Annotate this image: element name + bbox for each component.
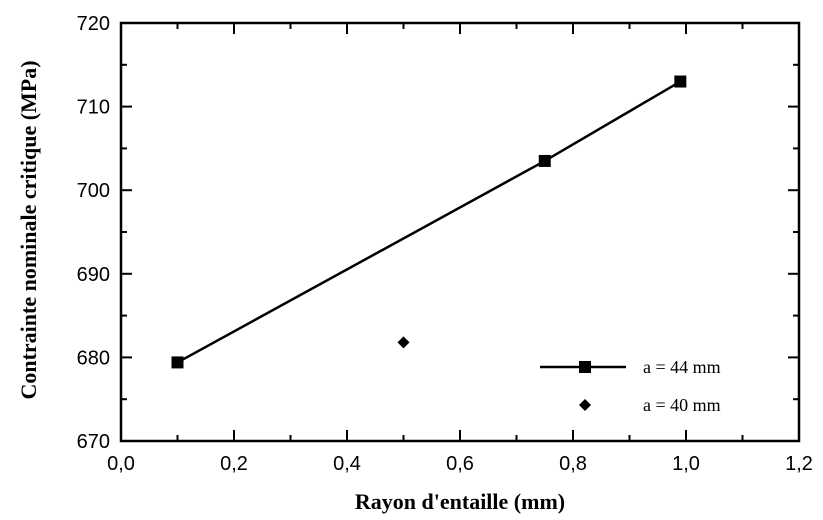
x-tick-label: 0,6 [446, 453, 474, 475]
series-line [176, 80, 681, 364]
square-marker [538, 154, 551, 167]
x-tick-label: 0,8 [559, 453, 587, 475]
square-marker [171, 356, 184, 369]
y-tick-label: 680 [77, 347, 110, 369]
y-tick-labels: 670 680 690 700 710 720 [77, 13, 110, 453]
legend-marker [579, 361, 591, 373]
legend-entry: a = 44 mm [540, 357, 721, 377]
plot-frame [119, 21, 801, 443]
x-axis-title: Rayon d'entaille (mm) [355, 489, 565, 514]
x-tick-label: 0,0 [107, 453, 135, 475]
x-tick-labels: 0,0 0,2 0,4 0,6 0,8 1,0 1,2 [107, 453, 813, 475]
x-tick-label: 0,2 [220, 453, 248, 475]
y-tick-label: 710 [77, 97, 110, 119]
series-2 [397, 336, 410, 349]
diamond-marker [397, 336, 410, 349]
legend-label: a = 40 mm [643, 395, 721, 415]
y-axis-title: Contrainte nominale critique (MPa) [16, 60, 41, 399]
legend-marker [579, 399, 591, 411]
x-tick-label: 0,4 [333, 453, 361, 475]
axis-ticks [120, 22, 800, 442]
series-layer [171, 75, 687, 369]
square-marker [674, 75, 687, 88]
legend-entry: a = 40 mm [579, 395, 721, 415]
y-tick-label: 670 [77, 431, 110, 453]
legend-label: a = 44 mm [643, 357, 721, 377]
y-tick-label: 720 [77, 13, 110, 35]
y-tick-label: 690 [77, 264, 110, 286]
y-tick-label: 700 [77, 180, 110, 202]
x-tick-label: 1,2 [785, 453, 813, 475]
series-1 [171, 75, 687, 369]
legend: a = 44 mm a = 40 mm [540, 357, 721, 415]
x-tick-label: 1,0 [672, 453, 700, 475]
